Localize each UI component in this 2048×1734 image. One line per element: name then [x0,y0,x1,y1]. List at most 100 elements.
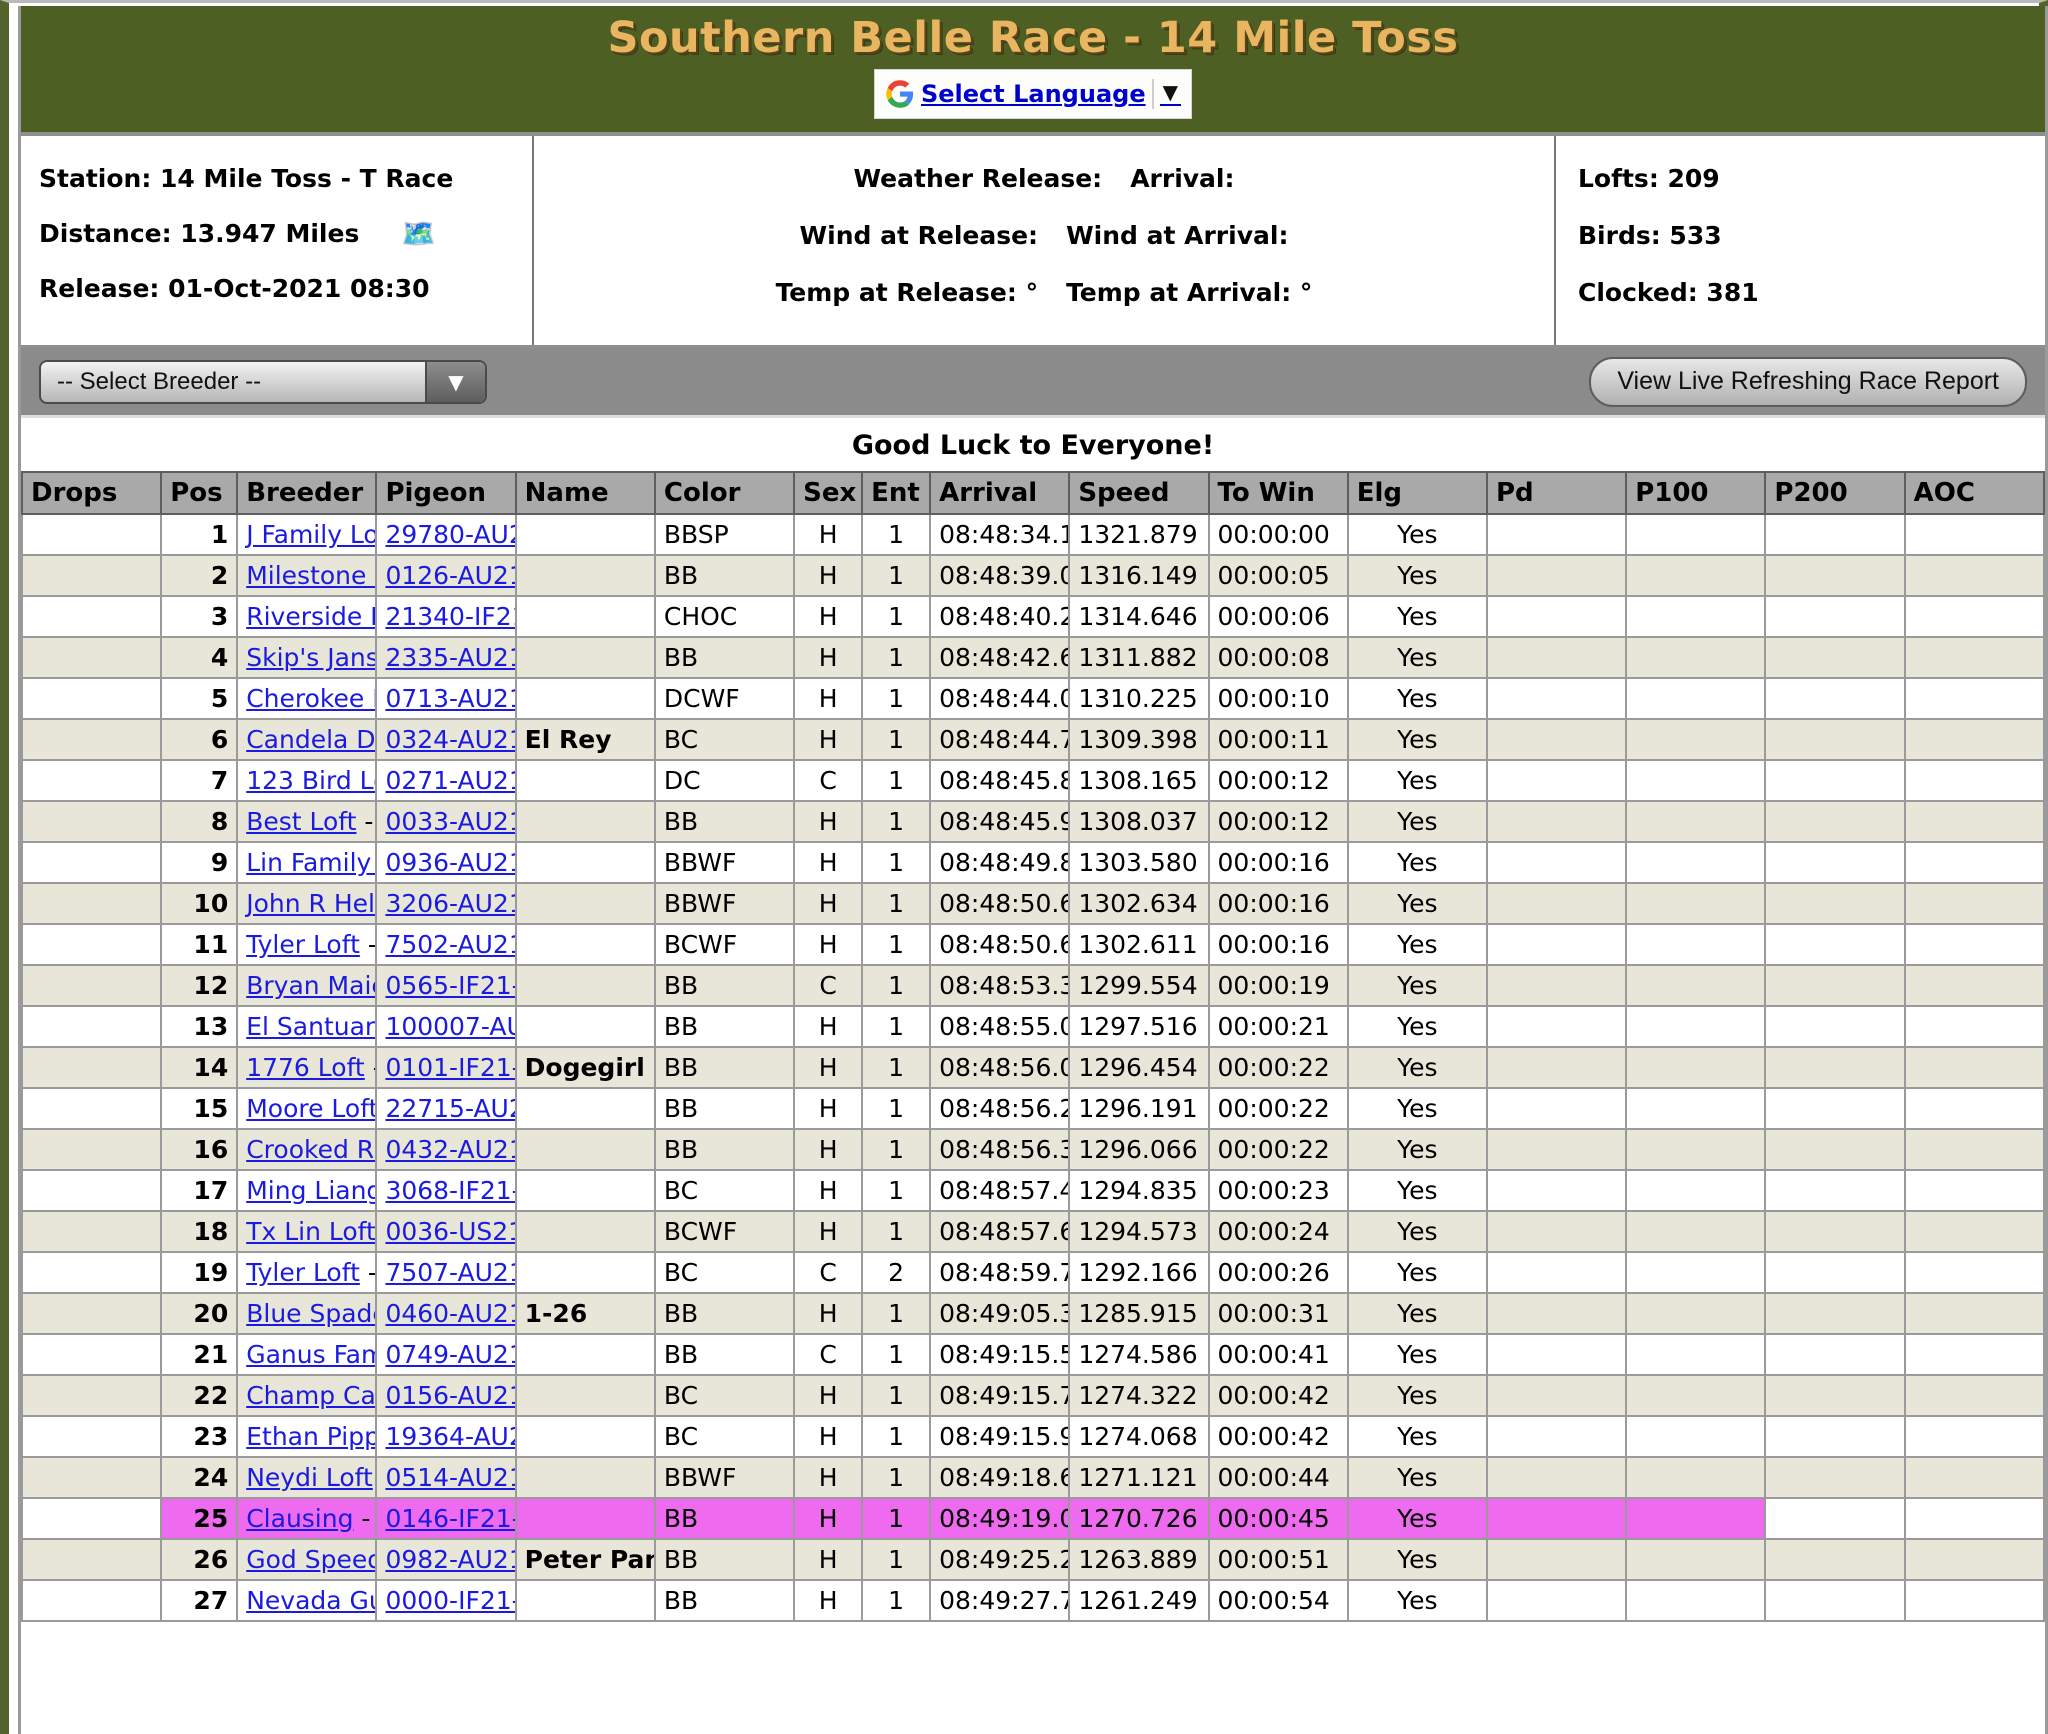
col-header-color[interactable]: Color [653,471,796,515]
row-link[interactable]: El Santuario [246,1012,376,1041]
row-link[interactable]: Milestone Loft [246,561,374,590]
row-link[interactable]: Champ Camp/Hayloft [246,1381,376,1410]
col-header-pos[interactable]: Pos [160,471,239,515]
row-link[interactable]: J Family Loft [246,520,377,549]
col-header-elg[interactable]: Elg [1346,471,1488,515]
google-translate-widget[interactable]: Select Language ▼ [874,69,1192,119]
col-header-aoc[interactable]: AOC [1903,471,2046,515]
row-link[interactable]: Lin Family Loft [246,848,374,877]
row-link[interactable]: Moore Loft [246,1094,377,1123]
col-header-sex[interactable]: Sex [793,471,864,515]
row-link[interactable]: Nevada Guy [246,1586,374,1615]
col-header-drops[interactable]: Drops [20,471,163,515]
row-link[interactable]: God Speed Loft [246,1545,377,1574]
row-link[interactable]: Ming Liang You [246,1176,377,1205]
row-link[interactable]: Cherokee Loft [246,684,374,713]
row-link[interactable]: Crooked River Challenge [246,1135,375,1164]
row-link[interactable]: 21340-IF21-WHC [385,602,513,631]
row-link[interactable]: John R Helms [246,889,375,918]
row-link[interactable]: Tyler Loft [246,1258,360,1287]
col-header-to-win[interactable]: To Win [1207,471,1349,515]
row-link[interactable]: Neydi Loft [246,1463,373,1492]
row-link[interactable]: 3068-IF21-E [385,1176,513,1205]
row-link[interactable]: Ethan Pippitt [246,1422,374,1451]
col-header-ent[interactable]: Ent [861,471,932,515]
col-header-p200[interactable]: P200 [1764,471,1906,515]
col-header-pigeon[interactable]: Pigeon [375,471,517,515]
row-link[interactable]: 0000-IF21-E [385,1586,513,1615]
row-link[interactable]: 0036-US21-TXLI [385,1217,513,1246]
view-live-race-report-button[interactable]: View Live Refreshing Race Report [1589,356,2027,407]
chevron-down-icon[interactable]: ▼ [425,361,485,402]
row-link[interactable]: Skip's Janssens [246,643,377,672]
col-header-pd[interactable]: Pd [1485,471,1628,515]
row-link[interactable]: Clausing [246,1504,354,1533]
chevron-down-icon[interactable]: ▼ [1159,82,1181,106]
row-link[interactable]: 0101-IF21-GUS [385,1053,513,1082]
row-link[interactable]: Best Loft [246,807,357,836]
col-header-arrival[interactable]: Arrival [929,471,1071,515]
table-row[interactable]: 1J Family Loft - PA29780-AU21-FOYSBBSPH1… [20,513,2046,556]
row-link[interactable]: 123 Bird Love to Fly Loft [246,766,374,795]
row-link[interactable]: 0146-IF21-CLAU [385,1504,513,1533]
row-link[interactable]: 1776 Loft [246,1053,365,1082]
row-link[interactable]: Ganus Family Loft [246,1340,374,1369]
row-link[interactable]: Candela D Pigeon Loft [246,725,376,754]
col-header-p100[interactable]: P100 [1625,471,1767,515]
row-link[interactable]: 0565-IF21-MAIE [385,971,513,1000]
col-header-speed[interactable]: Speed [1068,471,1210,515]
row-link[interactable]: Tx Lin Loft [246,1217,376,1246]
row-link[interactable]: Riverside Loft [246,602,374,631]
map-pin-icon[interactable]: 🗺️ [401,216,437,250]
row-link[interactable]: Tyler Loft [246,930,360,959]
row-link[interactable]: Bryan Maier [246,971,374,1000]
breeder-select[interactable]: -- Select Breeder -- ▼ [39,359,487,404]
